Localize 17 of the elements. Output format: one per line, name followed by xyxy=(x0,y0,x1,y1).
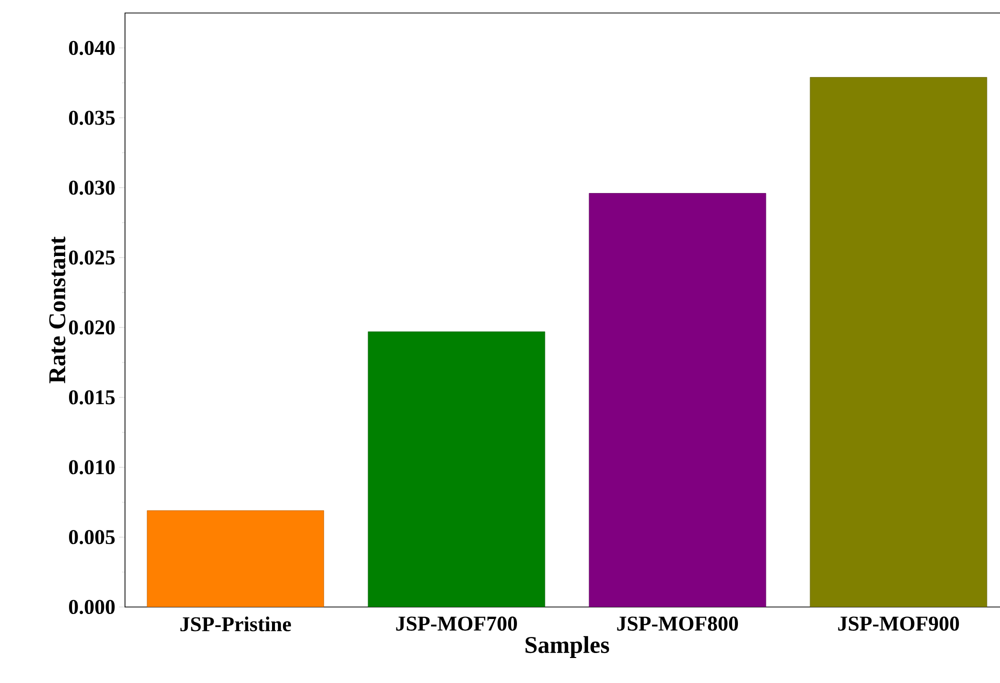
y-tick-label: 0.030 xyxy=(69,180,115,195)
y-tick-label: 0.010 xyxy=(69,460,115,474)
y-tick-label: 0.040 xyxy=(69,40,115,56)
bar xyxy=(588,193,766,607)
y-tick-label: 0.000 xyxy=(69,600,115,614)
y-tick-label: 0.025 xyxy=(69,250,115,265)
bar xyxy=(146,510,324,607)
x-tick-label: JSP-MOF900 xyxy=(838,616,959,631)
y-tick-label: 0.020 xyxy=(69,320,115,335)
x-tick-label: JSP-Pristine xyxy=(180,616,291,632)
x-axis-title: Samples xyxy=(526,636,610,658)
x-tick-label: JSP-MOF800 xyxy=(617,616,738,631)
y-tick-label: 0.035 xyxy=(69,110,115,125)
x-tick-label: JSP-MOF700 xyxy=(396,616,517,631)
y-axis-title: Rate Constant xyxy=(49,236,66,384)
y-tick-label: 0.015 xyxy=(69,390,115,404)
y-tick-label: 0.005 xyxy=(69,530,115,544)
